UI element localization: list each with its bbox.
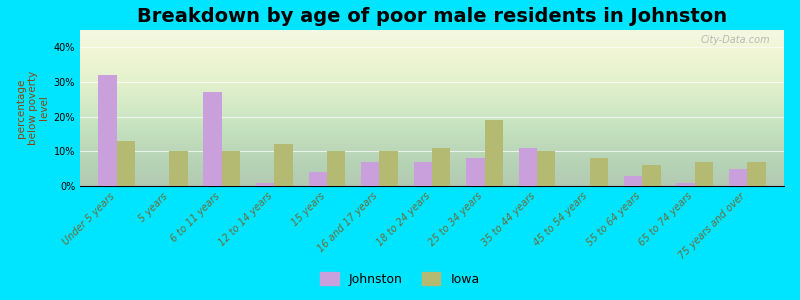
Bar <box>676 182 694 186</box>
Bar <box>518 148 537 186</box>
Bar <box>361 162 379 186</box>
Bar <box>256 182 274 186</box>
Title: Breakdown by age of poor male residents in Johnston: Breakdown by age of poor male residents … <box>137 7 727 26</box>
Bar <box>309 172 327 186</box>
Bar <box>624 176 642 186</box>
Bar <box>98 75 117 186</box>
Bar <box>274 144 293 186</box>
Bar <box>729 169 747 186</box>
Bar <box>642 165 661 186</box>
Bar <box>590 158 608 186</box>
Bar <box>485 120 503 186</box>
Bar <box>432 148 450 186</box>
Bar <box>694 162 713 186</box>
Bar <box>379 151 398 186</box>
Bar <box>222 151 240 186</box>
Bar <box>747 162 766 186</box>
Bar <box>327 151 346 186</box>
Text: City-Data.com: City-Data.com <box>700 35 770 45</box>
Bar <box>203 92 222 186</box>
Legend: Johnston, Iowa: Johnston, Iowa <box>315 267 485 291</box>
Y-axis label: percentage
below poverty
level: percentage below poverty level <box>16 71 50 145</box>
Bar <box>414 162 432 186</box>
Bar <box>537 151 555 186</box>
Bar <box>117 141 135 186</box>
Bar <box>466 158 485 186</box>
Bar <box>170 151 188 186</box>
